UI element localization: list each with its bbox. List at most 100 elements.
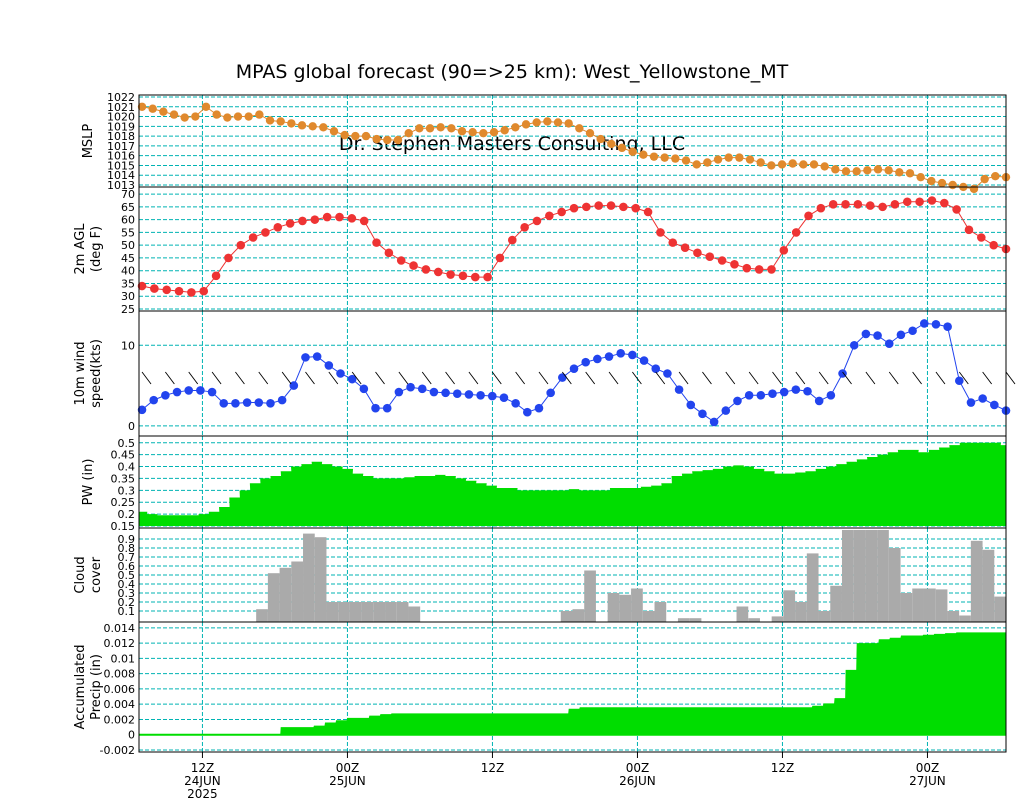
data-point (849, 340, 859, 350)
data-point (137, 102, 147, 111)
data-point (569, 203, 579, 213)
y-tick-label: 0.004 (104, 698, 136, 711)
data-point (744, 390, 754, 400)
x-date-label: 27JUN (909, 774, 946, 788)
data-point (884, 339, 894, 348)
data-point (393, 135, 403, 145)
data-point (943, 322, 952, 332)
data-point (441, 388, 450, 398)
bar (642, 611, 655, 622)
data-point (799, 160, 808, 169)
bar (865, 530, 878, 622)
bar (396, 602, 409, 622)
data-point (224, 253, 233, 263)
data-point (415, 124, 424, 133)
data-point (709, 417, 719, 427)
wind-barb (982, 371, 993, 385)
bar (795, 602, 807, 622)
data-point (826, 390, 836, 400)
data-point (162, 285, 172, 295)
data-point (507, 235, 517, 245)
data-point (681, 156, 691, 165)
data-point (628, 350, 637, 360)
data-point (767, 161, 776, 170)
wind-barb (305, 371, 315, 385)
data-point (322, 212, 332, 222)
data-point (931, 319, 941, 329)
wind-barb (865, 371, 876, 385)
data-point (581, 357, 590, 367)
wind-barb (632, 371, 642, 385)
x-date-label: 25JUN (329, 774, 366, 788)
data-point (978, 394, 987, 403)
data-point (977, 233, 986, 242)
data-point (692, 160, 701, 169)
y-axis-label-2: cover (89, 556, 104, 593)
data-point (312, 352, 322, 361)
data-point (351, 131, 360, 141)
data-point (289, 381, 299, 390)
y-tick-label: 0.9 (118, 533, 136, 546)
x-tick-label: 12Z (191, 761, 215, 775)
data-point (433, 267, 443, 277)
bar (256, 609, 268, 622)
data-point (791, 228, 801, 237)
y-tick-label: 45 (121, 252, 135, 265)
y-tick-label: 0.5 (118, 569, 136, 582)
data-point (457, 127, 467, 136)
data-point (458, 271, 468, 281)
data-point (724, 153, 733, 162)
data-point (261, 228, 270, 237)
y-tick-label: 0.002 (104, 713, 136, 726)
panel-frame (138, 94, 1007, 188)
bar (338, 602, 350, 622)
data-point (276, 117, 285, 126)
data-point (939, 198, 949, 208)
data-point (336, 369, 345, 378)
bar (830, 585, 842, 622)
data-point (569, 364, 579, 373)
data-point (255, 110, 264, 119)
data-point (594, 201, 603, 210)
y-tick-label: 0.2 (118, 596, 136, 609)
y-tick-label: 0.012 (104, 637, 136, 650)
data-point (382, 403, 392, 413)
data-point (964, 225, 974, 235)
area-fill (139, 442, 1012, 526)
wind-barb (912, 371, 922, 385)
bar (783, 590, 796, 622)
data-point (543, 117, 552, 126)
data-point (966, 398, 976, 407)
x-tick-label: 00Z (336, 761, 360, 775)
y-tick-label: -0.002 (100, 744, 135, 757)
data-point (861, 329, 871, 339)
data-point (277, 395, 287, 405)
data-point (324, 361, 334, 370)
data-point (742, 263, 752, 273)
bar (959, 615, 971, 622)
data-point (863, 166, 872, 175)
bar (373, 602, 386, 622)
wind-barb (561, 371, 572, 385)
y-tick-label: 1018 (107, 130, 135, 143)
data-point (656, 228, 665, 237)
data-point (159, 107, 168, 116)
x-date-label: 24JUN (184, 774, 221, 788)
wind-barb (211, 371, 222, 385)
data-point (693, 248, 702, 258)
y-tick-label: 0.35 (111, 472, 136, 485)
wind-barb (351, 371, 362, 385)
data-point (895, 168, 904, 177)
data-point (298, 216, 307, 226)
data-point (483, 272, 492, 282)
wind-barb (491, 371, 502, 385)
wind-barb (888, 371, 899, 385)
bar (818, 611, 831, 622)
bar (291, 561, 304, 622)
data-point (383, 135, 392, 145)
series-line (141, 199, 1007, 293)
data-point (219, 399, 229, 408)
data-point (788, 159, 797, 168)
data-point (990, 400, 999, 410)
